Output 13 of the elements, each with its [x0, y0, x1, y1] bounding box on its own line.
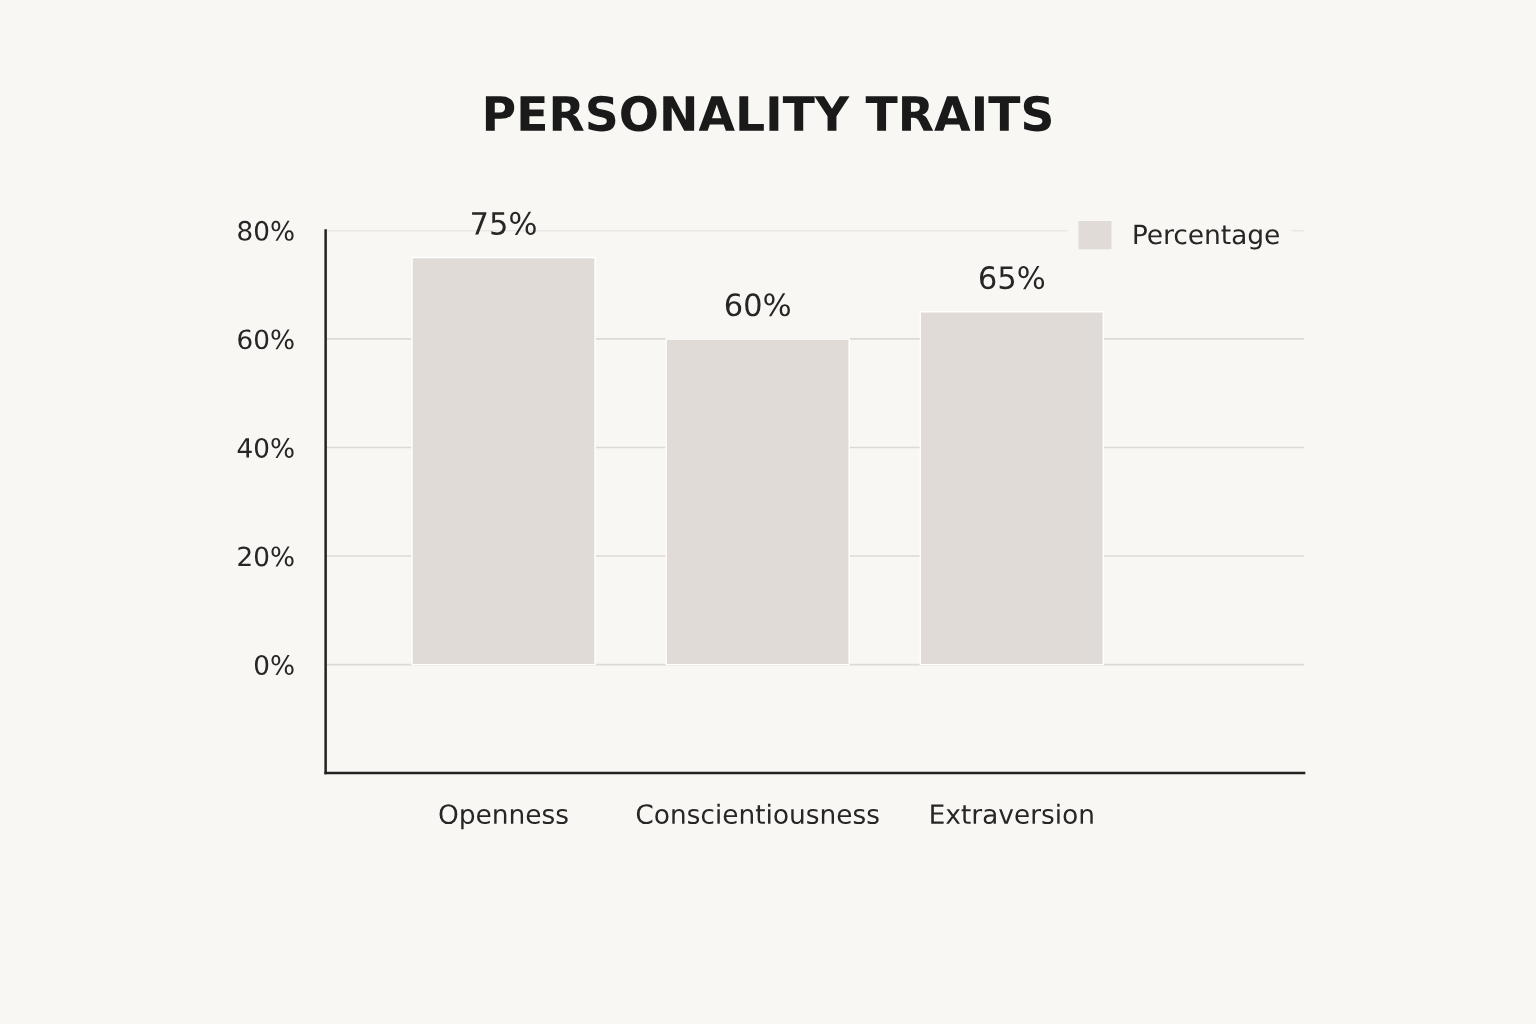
x-tick-label: Conscientiousness — [636, 803, 879, 825]
y-tick-label: 40% — [237, 437, 294, 458]
y-tick-label: 0% — [254, 655, 294, 675]
x-tick-label: Openness — [439, 804, 568, 830]
y-tick-label: 20% — [238, 546, 294, 567]
y-tick-label: 60% — [238, 329, 294, 350]
data-label: 65% — [979, 266, 1045, 290]
y-tick-label: 80% — [238, 220, 294, 241]
x-tick-label: Extraversion — [931, 803, 1093, 825]
legend-label: Percentage — [1134, 224, 1279, 250]
data-label: 60% — [725, 293, 790, 317]
chart-title: PERSONALITY TRAITS — [485, 95, 1051, 132]
data-label: 75% — [472, 211, 536, 235]
